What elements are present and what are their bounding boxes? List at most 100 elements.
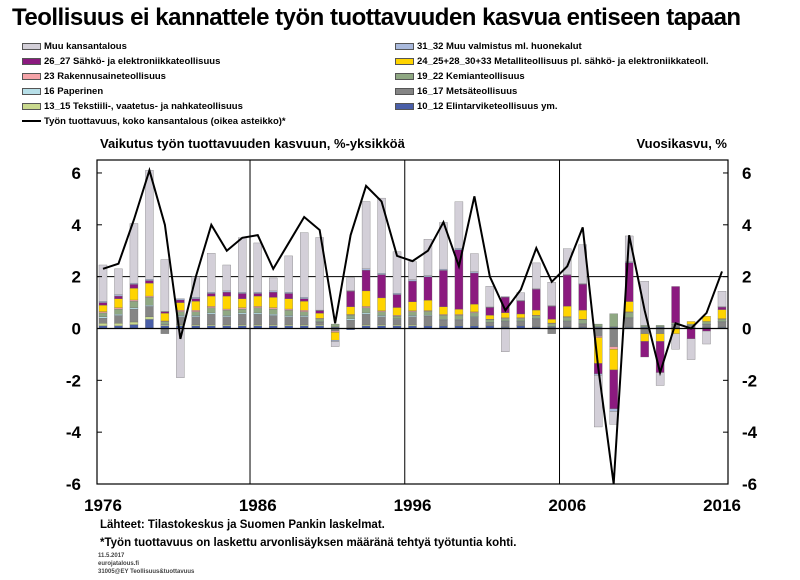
- legend-label: Muu kansantalous: [44, 40, 127, 52]
- bar-segment: [145, 316, 154, 320]
- legend-swatch: [22, 72, 41, 80]
- bar-segment: [485, 286, 495, 308]
- y-tick-label-left: -4: [66, 423, 82, 442]
- bar-segment: [377, 315, 386, 317]
- bar-segment: [315, 324, 324, 327]
- bar-segment: [145, 282, 154, 297]
- bar-segment: [330, 339, 340, 342]
- bar-segment: [238, 314, 247, 325]
- legend-item: 16_17 Metsäteollisuus: [395, 85, 517, 97]
- bar-segment: [114, 298, 123, 308]
- bar-segment: [98, 301, 108, 303]
- bar-segment: [207, 253, 216, 293]
- bar-segment: [145, 319, 154, 329]
- bar-segment: [191, 311, 201, 316]
- bar-segment: [377, 311, 386, 316]
- bar-segment: [191, 324, 201, 327]
- bar-segment: [253, 314, 262, 325]
- bar-segment: [485, 315, 495, 320]
- bar-segment: [377, 274, 386, 299]
- bar-segment: [300, 232, 309, 298]
- legend-swatch: [395, 72, 414, 80]
- bar-segment: [377, 324, 386, 327]
- bar-segment: [392, 307, 402, 316]
- bar-segment: [516, 300, 525, 315]
- bar-segment: [655, 333, 665, 342]
- bar-segment: [284, 316, 293, 325]
- bar-segment: [671, 286, 680, 323]
- bar-segment: [516, 313, 525, 319]
- legend-label: 10_12 Elintarviketeollisuus ym.: [417, 100, 558, 112]
- bar-segment: [191, 297, 201, 299]
- bar-segment: [408, 315, 417, 317]
- bar-segment: [702, 321, 711, 325]
- bar-segment: [160, 328, 170, 334]
- bar-segment: [578, 319, 587, 324]
- bar-segment: [532, 289, 541, 311]
- bar-segment: [454, 315, 464, 320]
- legend-swatch: [22, 120, 41, 122]
- bar-segment: [315, 310, 324, 314]
- bar-segment: [284, 298, 293, 310]
- legend-item: Muu kansantalous: [22, 40, 127, 52]
- bar-segment: [516, 321, 525, 326]
- bar-segment: [207, 293, 216, 297]
- bar-segment: [222, 264, 231, 292]
- y-tick-label-left: 0: [72, 319, 81, 338]
- bar-segment: [98, 264, 108, 302]
- bar-segment: [423, 276, 433, 301]
- bar-segment: [253, 306, 262, 308]
- bar-segment: [501, 321, 510, 327]
- bar-segment: [408, 280, 417, 302]
- bar-segment: [176, 302, 185, 311]
- legend-label: 31_32 Muu valmistus ml. huonekalut: [417, 40, 582, 52]
- bar-segment: [532, 318, 541, 327]
- bar-segment: [300, 316, 309, 325]
- bar-segment: [207, 295, 216, 307]
- bar-segment: [501, 312, 510, 319]
- bar-segment: [392, 319, 402, 325]
- legend-swatch: [395, 87, 414, 95]
- bar-segment: [269, 307, 278, 310]
- bar-segment: [346, 277, 355, 291]
- bar-segment: [361, 307, 371, 314]
- bar-segment: [145, 295, 154, 298]
- bar-segment: [315, 321, 324, 325]
- bar-segment: [129, 301, 139, 308]
- bar-segment: [98, 305, 108, 312]
- bar-segment: [269, 314, 278, 316]
- bar-segment: [346, 318, 355, 321]
- legend-item: 10_12 Elintarviketeollisuus ym.: [395, 100, 557, 112]
- y-tick-label-left: -6: [66, 475, 81, 494]
- legend-item: 13_15 Tekstiili-, vaatetus- ja nahkateol…: [22, 100, 243, 112]
- bar-segment: [640, 341, 649, 358]
- bar-segment: [129, 299, 139, 302]
- legend-label: 16 Paperinen: [44, 85, 104, 97]
- bar-segment: [377, 273, 386, 275]
- bar-segment: [408, 316, 417, 325]
- bar-segment: [269, 297, 278, 308]
- bar-segment: [361, 268, 371, 271]
- legend-swatch: [22, 42, 41, 50]
- bar-segment: [253, 307, 262, 314]
- bar-segment: [501, 328, 510, 352]
- bar-segment: [470, 253, 479, 272]
- legend-item: 19_22 Kemianteollisuus: [395, 70, 525, 82]
- legend-label: 16_17 Metsäteollisuus: [417, 85, 518, 97]
- bar-segment: [408, 324, 417, 327]
- bar-segment: [114, 323, 123, 327]
- legend-label: 24_25+28_30+33 Metalliteollisuus pl. säh…: [417, 55, 709, 67]
- bar-segment: [315, 313, 324, 319]
- y-tick-label-right: -2: [742, 371, 757, 390]
- y-tick-label-left: 2: [72, 268, 81, 287]
- meta-email: eurojatalous.fi: [98, 561, 140, 567]
- source-note: Lähteet: Tilastokeskus ja Suomen Pankin …: [100, 519, 385, 531]
- bar-segment: [361, 270, 371, 292]
- bar-segment: [284, 255, 293, 293]
- bar-segment: [114, 295, 123, 299]
- plot-frame: [96, 159, 729, 485]
- bar-segment: [191, 301, 201, 311]
- y-tick-label-right: -4: [742, 423, 758, 442]
- bar-segment: [578, 323, 587, 327]
- bar-segment: [269, 292, 278, 298]
